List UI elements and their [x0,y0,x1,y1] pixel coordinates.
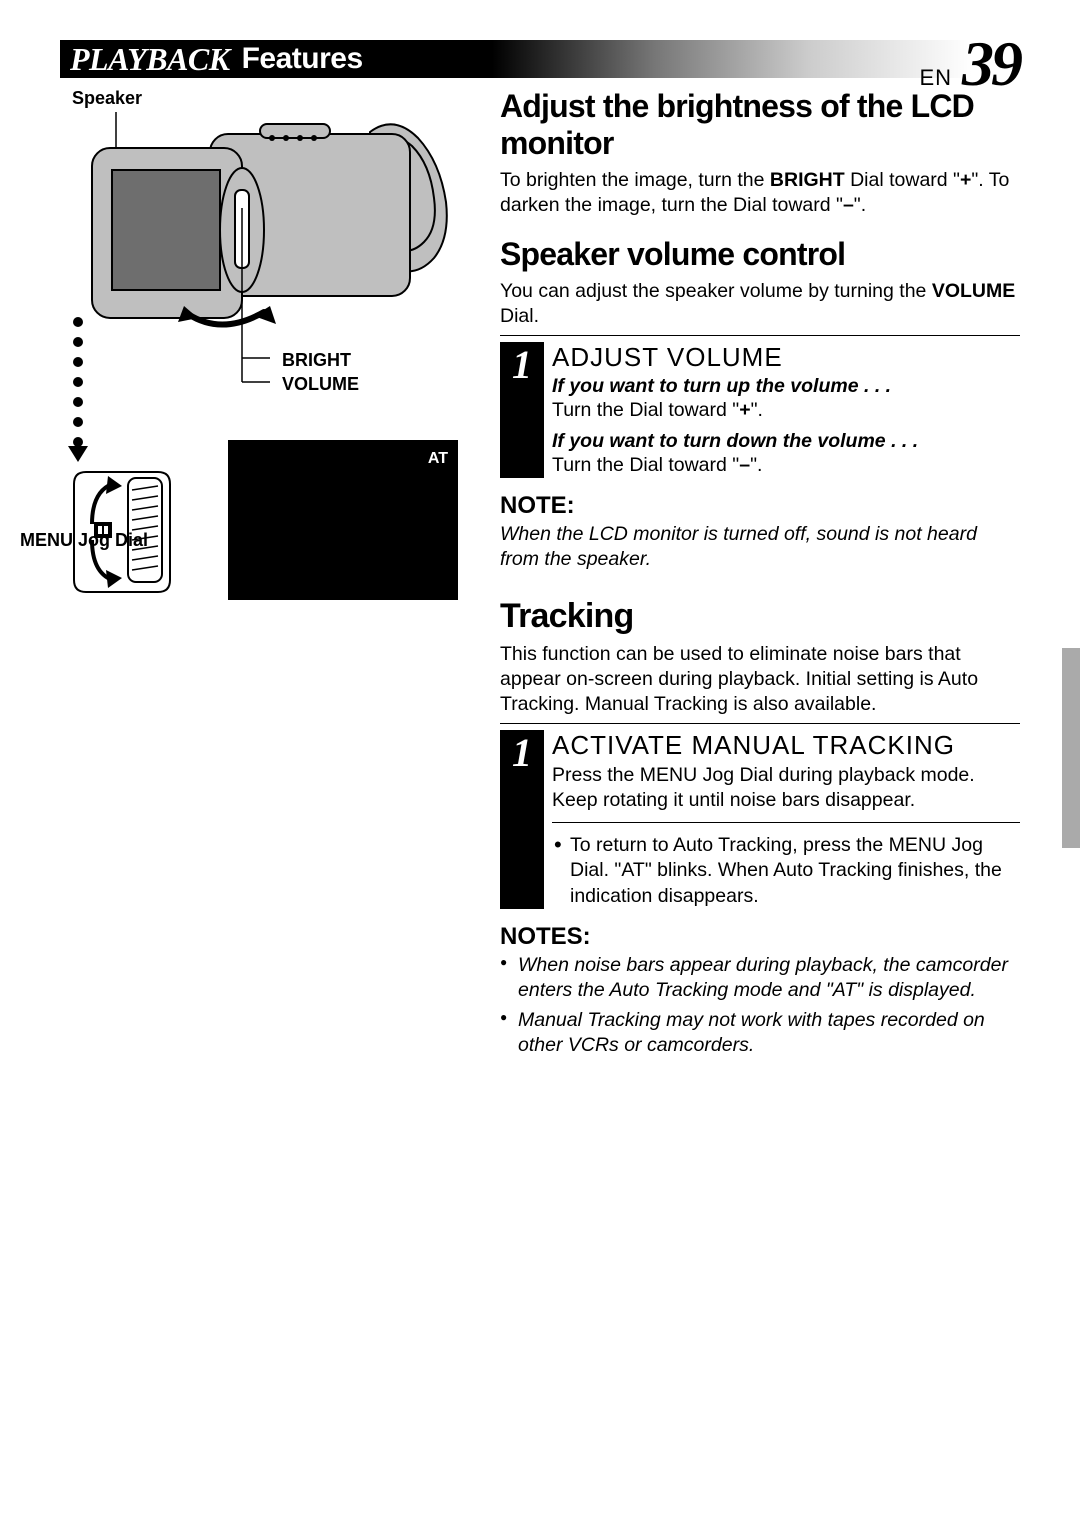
at-label: AT [428,450,448,468]
page-number: 39 [962,27,1020,101]
step-number-box: 1 [500,342,544,478]
volume-step: 1 ADJUST VOLUME If you want to turn up t… [500,342,1020,478]
volume-down-text: Turn the Dial toward "–". [552,453,1020,477]
tracking-bullet: To return to Auto Tracking, press the ME… [552,833,1020,909]
thumb-tab [1062,648,1080,848]
tracking-heading: Tracking [500,597,1020,636]
menu-jog-label: MENU Jog Dial [20,530,148,551]
volume-intro: You can adjust the speaker volume by tur… [500,279,1020,329]
playback-title: PLAYBACK [60,41,230,78]
note-text: When the LCD monitor is turned off, soun… [500,522,1020,572]
volume-callout: VOLUME [282,374,359,395]
volume-heading: Speaker volume control [500,236,1020,273]
tracking-step-text: Press the MENU Jog Dial during playback … [552,763,1020,812]
volume-down-label: If you want to turn down the volume . . … [552,430,1020,453]
volume-up-text: Turn the Dial toward "+". [552,398,1020,422]
tracking-step: 1 ACTIVATE MANUAL TRACKING Press the MEN… [500,730,1020,909]
note-item: Manual Tracking may not work with tapes … [500,1008,1020,1059]
features-title: Features [242,42,363,76]
section-header: PLAYBACK Features [60,40,1020,78]
at-screen-box: AT [228,440,458,600]
bright-callout: BRIGHT [282,350,351,371]
page-indicator: EN 39 [919,27,1020,101]
adjust-volume-head: ADJUST VOLUME [552,342,1020,373]
volume-up-label: If you want to turn up the volume . . . [552,375,1020,398]
tracking-intro: This function can be used to eliminate n… [500,642,1020,717]
rule [500,723,1020,724]
rule [500,335,1020,336]
brightness-body: To brighten the image, turn the BRIGHT D… [500,168,1020,218]
notes-list: When noise bars appear during playback, … [500,953,1020,1058]
note-heading: NOTE: [500,492,1020,520]
step-number-box: 1 [500,730,544,909]
tracking-step-head: ACTIVATE MANUAL TRACKING [552,730,1020,761]
note-item: When noise bars appear during playback, … [500,953,1020,1004]
sub-rule [552,822,1020,823]
lang-code: EN [919,65,952,91]
notes-heading: NOTES: [500,923,1020,951]
